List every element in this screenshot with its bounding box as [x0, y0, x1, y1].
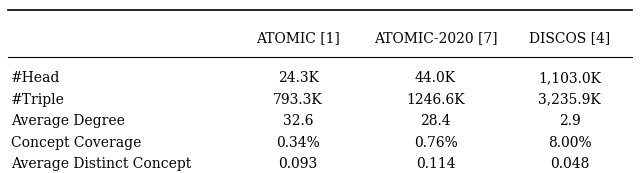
Text: 0.114: 0.114	[416, 157, 455, 171]
Text: Average Distinct Concept: Average Distinct Concept	[11, 157, 191, 171]
Text: #Head: #Head	[11, 71, 60, 85]
Text: 793.3K: 793.3K	[273, 93, 323, 107]
Text: ATOMIC-2020 [7]: ATOMIC-2020 [7]	[374, 31, 497, 45]
Text: 24.3K: 24.3K	[278, 71, 319, 85]
Text: 0.093: 0.093	[278, 157, 318, 171]
Text: #Triple: #Triple	[11, 93, 65, 107]
Text: 1,103.0K: 1,103.0K	[538, 71, 602, 85]
Text: 0.048: 0.048	[550, 157, 589, 171]
Text: 44.0K: 44.0K	[415, 71, 456, 85]
Text: DISCOS [4]: DISCOS [4]	[529, 31, 611, 45]
Text: Average Degree: Average Degree	[11, 114, 125, 128]
Text: 1246.6K: 1246.6K	[406, 93, 465, 107]
Text: 8.00%: 8.00%	[548, 136, 591, 150]
Text: Concept Coverage: Concept Coverage	[11, 136, 141, 150]
Text: ATOMIC [1]: ATOMIC [1]	[256, 31, 340, 45]
Text: 3,235.9K: 3,235.9K	[538, 93, 601, 107]
Text: 0.76%: 0.76%	[413, 136, 458, 150]
Text: 2.9: 2.9	[559, 114, 580, 128]
Text: 28.4: 28.4	[420, 114, 451, 128]
Text: 0.34%: 0.34%	[276, 136, 320, 150]
Text: 32.6: 32.6	[283, 114, 314, 128]
